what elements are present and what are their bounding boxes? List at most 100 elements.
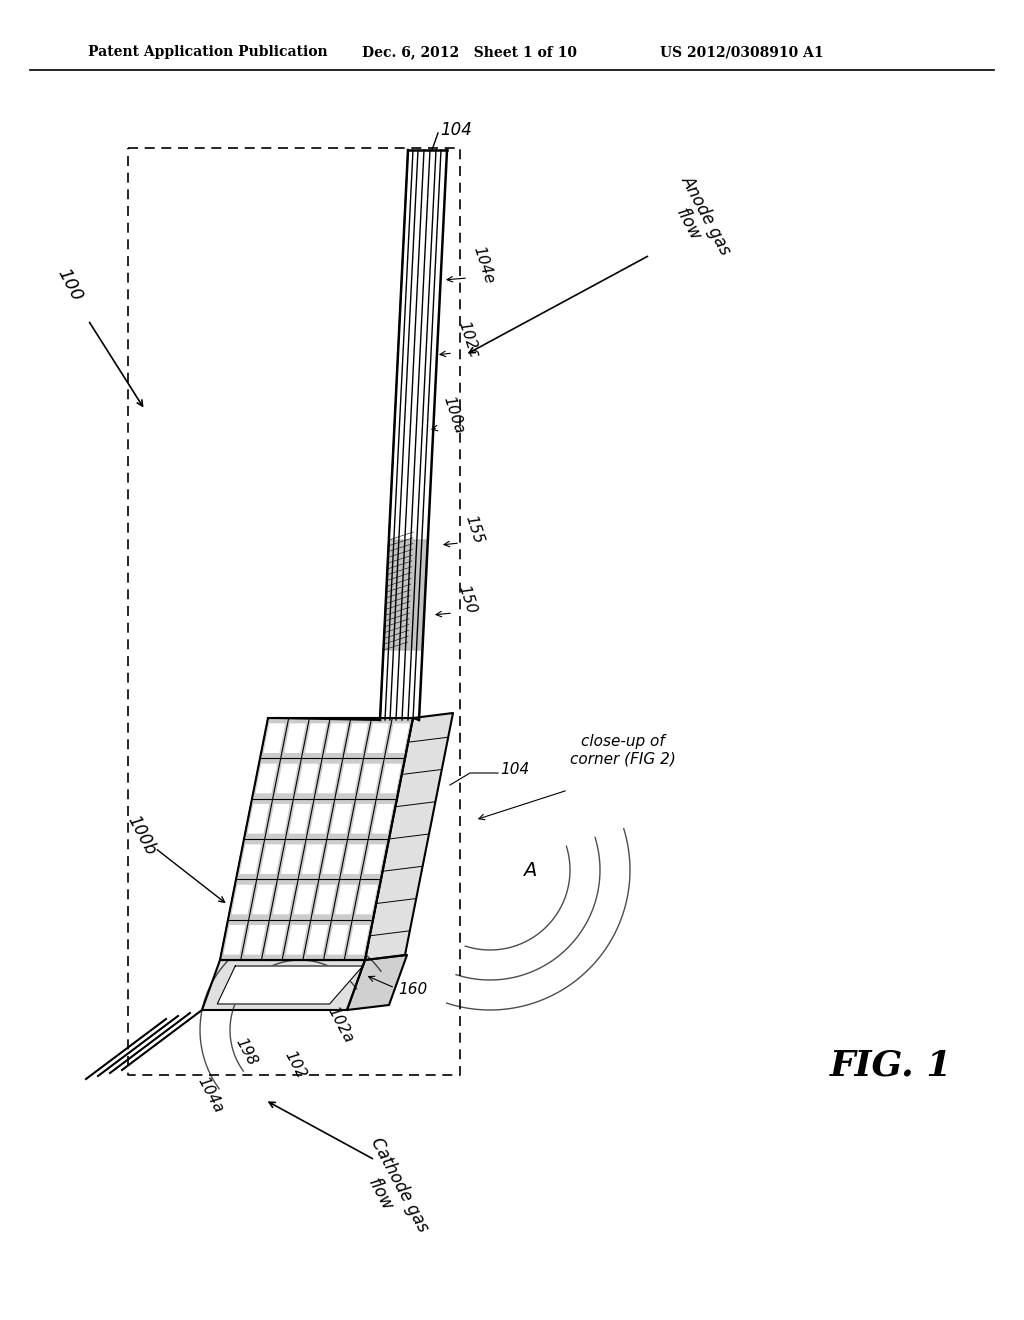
Polygon shape [343, 718, 372, 758]
Text: 160: 160 [398, 982, 427, 998]
Polygon shape [285, 725, 305, 752]
Polygon shape [365, 713, 453, 960]
Text: 104: 104 [440, 121, 472, 139]
Text: 104e: 104e [470, 244, 497, 285]
Polygon shape [265, 799, 294, 840]
Polygon shape [232, 886, 252, 913]
Polygon shape [344, 845, 364, 874]
Polygon shape [364, 718, 392, 758]
Polygon shape [376, 758, 406, 799]
Polygon shape [344, 920, 373, 960]
Polygon shape [311, 879, 340, 920]
Polygon shape [328, 925, 348, 954]
Polygon shape [294, 758, 323, 799]
Polygon shape [315, 886, 335, 913]
Polygon shape [283, 920, 311, 960]
Text: 198: 198 [232, 1036, 259, 1068]
Polygon shape [266, 925, 286, 954]
Polygon shape [348, 925, 369, 954]
Polygon shape [286, 799, 314, 840]
Text: Dec. 6, 2012   Sheet 1 of 10: Dec. 6, 2012 Sheet 1 of 10 [362, 45, 577, 59]
Text: 100a: 100a [440, 395, 466, 436]
Polygon shape [269, 805, 289, 833]
Polygon shape [336, 886, 356, 913]
Polygon shape [202, 960, 365, 1010]
Polygon shape [295, 886, 314, 913]
Polygon shape [327, 725, 346, 752]
Polygon shape [324, 920, 352, 960]
Polygon shape [381, 764, 400, 792]
Polygon shape [352, 879, 381, 920]
Text: 102a: 102a [325, 1005, 355, 1045]
Text: US 2012/0308910 A1: US 2012/0308910 A1 [660, 45, 823, 59]
Polygon shape [352, 805, 372, 833]
Text: FIG. 1: FIG. 1 [830, 1048, 952, 1082]
Polygon shape [298, 840, 327, 879]
Text: 100: 100 [54, 265, 86, 305]
Polygon shape [220, 920, 249, 960]
Polygon shape [302, 845, 323, 874]
Text: 104a: 104a [195, 1074, 225, 1115]
Polygon shape [278, 840, 306, 879]
Polygon shape [298, 764, 317, 792]
Polygon shape [257, 840, 286, 879]
Polygon shape [290, 879, 318, 920]
Polygon shape [301, 718, 330, 758]
Polygon shape [228, 879, 257, 920]
Polygon shape [249, 879, 278, 920]
Polygon shape [306, 799, 335, 840]
Text: Anode gas
flow: Anode gas flow [660, 173, 735, 268]
Polygon shape [244, 799, 272, 840]
Polygon shape [307, 925, 328, 954]
Polygon shape [383, 540, 428, 649]
Text: 150: 150 [455, 583, 478, 616]
Polygon shape [264, 725, 285, 752]
Polygon shape [236, 840, 265, 879]
Polygon shape [241, 920, 269, 960]
Polygon shape [253, 886, 273, 913]
Text: 104: 104 [500, 763, 529, 777]
Polygon shape [368, 725, 388, 752]
Text: Cathode gas
flow: Cathode gas flow [348, 1135, 432, 1245]
Polygon shape [282, 845, 302, 874]
Polygon shape [324, 845, 343, 874]
Text: 100b: 100b [124, 812, 160, 858]
Polygon shape [261, 845, 282, 874]
Polygon shape [373, 805, 392, 833]
Polygon shape [269, 879, 298, 920]
Polygon shape [260, 718, 289, 758]
Polygon shape [347, 954, 407, 1010]
Polygon shape [290, 805, 310, 833]
Polygon shape [272, 758, 301, 799]
Polygon shape [327, 799, 355, 840]
Text: close-up of
corner (FIG 2): close-up of corner (FIG 2) [570, 734, 676, 766]
Polygon shape [335, 758, 364, 799]
Polygon shape [248, 805, 268, 833]
Polygon shape [365, 845, 385, 874]
Polygon shape [252, 758, 281, 799]
Polygon shape [273, 886, 294, 913]
Polygon shape [369, 799, 397, 840]
Polygon shape [220, 718, 413, 960]
Text: 102: 102 [282, 1048, 308, 1081]
Polygon shape [310, 805, 331, 833]
Polygon shape [278, 764, 297, 792]
Polygon shape [332, 879, 360, 920]
Polygon shape [287, 925, 306, 954]
Text: A: A [523, 861, 537, 879]
Polygon shape [306, 725, 326, 752]
Polygon shape [261, 920, 290, 960]
Polygon shape [224, 925, 245, 954]
Text: 155: 155 [462, 513, 485, 546]
Polygon shape [241, 845, 260, 874]
Polygon shape [245, 925, 265, 954]
Polygon shape [318, 764, 339, 792]
Polygon shape [314, 758, 343, 799]
Polygon shape [347, 725, 368, 752]
Polygon shape [323, 718, 351, 758]
Polygon shape [331, 805, 351, 833]
Polygon shape [356, 886, 377, 913]
Text: 102c: 102c [455, 319, 481, 360]
Polygon shape [340, 840, 369, 879]
Polygon shape [217, 966, 362, 1005]
